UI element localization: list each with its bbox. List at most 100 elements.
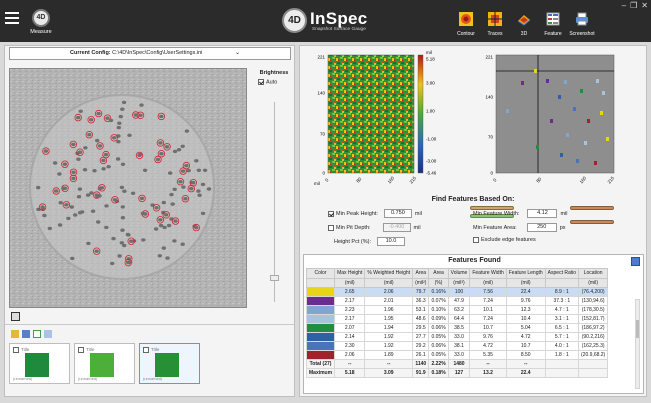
feature-location-plot[interactable]: 221 140 70 0 0 80 160 215 [476, 49, 642, 189]
detected-feature-outline[interactable] [135, 151, 144, 160]
detected-feature-outline[interactable] [87, 116, 95, 124]
detected-feature-outline[interactable] [69, 140, 77, 149]
table-row[interactable]: 2.17 1.95 48.6 0.09% 64.4 7.24 10.4 3.1 : 1 (152… [305, 314, 609, 324]
snapshot-thumbnail[interactable]: Title (unnamed) [74, 343, 135, 384]
checkbox-icon[interactable] [78, 347, 84, 353]
detected-feature-outline[interactable] [182, 161, 191, 170]
detected-feature-outline[interactable] [154, 155, 162, 164]
contour-plot[interactable]: mil 5.18 3.00 1.00 -1.00 -3.00 -5.46 221 140 70… [308, 49, 468, 189]
feature-marker[interactable] [602, 91, 605, 95]
snapshot-thumbnail-selected[interactable]: Title (unnamed) [139, 343, 200, 384]
table-row[interactable]: 2.23 1.96 53.1 0.10% 63.2 10.1 12.3 4.7 : 1 (178… [305, 305, 609, 315]
min-peak-height-checkbox[interactable] [328, 210, 334, 217]
detected-feature-outline[interactable] [76, 148, 84, 156]
feature-marker[interactable] [573, 107, 576, 111]
feature-marker[interactable] [580, 89, 583, 93]
column-header[interactable]: Max Height [334, 268, 366, 279]
feature-marker[interactable] [546, 79, 549, 83]
detected-feature-outline[interactable] [94, 109, 103, 118]
min-feature-width-input[interactable]: 4.12 [527, 209, 558, 218]
open-folder-icon[interactable] [11, 330, 19, 338]
column-header[interactable]: Feature Width [469, 268, 507, 279]
feature-marker[interactable] [566, 133, 569, 137]
feature-marker[interactable] [596, 79, 599, 83]
checkmark-icon[interactable] [33, 330, 41, 338]
feature-marker[interactable] [584, 141, 587, 145]
feature-marker[interactable] [587, 119, 590, 123]
close-icon[interactable]: ✕ [641, 1, 648, 10]
exclude-edge-checkbox[interactable] [473, 237, 479, 243]
menu-icon[interactable] [5, 12, 19, 24]
feature-marker[interactable] [606, 137, 609, 141]
detected-feature-outline[interactable] [52, 187, 60, 195]
column-header[interactable]: Feature Length [505, 268, 546, 279]
detected-feature-outline[interactable] [179, 167, 187, 175]
detected-feature-outline[interactable] [110, 134, 118, 142]
column-header[interactable]: Volume [447, 268, 471, 279]
detected-feature-outline[interactable] [102, 150, 110, 159]
detected-feature-outline[interactable] [85, 130, 93, 139]
min-feature-area-input[interactable]: 250 [526, 223, 557, 232]
brightness-slider-track[interactable] [274, 102, 275, 302]
detected-feature-outline[interactable] [62, 201, 71, 209]
detected-feature-outline[interactable] [163, 143, 171, 151]
column-header[interactable]: Area [412, 268, 430, 279]
surface-image[interactable] [9, 68, 247, 308]
config-dropdown[interactable]: Current Config: C:\4D\InSpec\Config\User… [9, 47, 291, 60]
detected-feature-outline[interactable] [181, 194, 190, 203]
column-header[interactable]: % Weighted Height [364, 268, 414, 279]
detected-feature-outline[interactable] [96, 142, 104, 150]
detected-feature-outline[interactable] [192, 223, 200, 232]
feature-button[interactable]: Feature [539, 12, 567, 42]
table-row[interactable]: 2.65 2.06 79.7 0.16% 100 7.56 22.4 8.9 : 1 (76.4… [305, 287, 609, 297]
delete-icon[interactable] [44, 330, 52, 338]
brightness-auto-checkbox[interactable]: Auto [258, 79, 293, 85]
feature-area-slider[interactable] [570, 220, 614, 224]
min-pit-depth-input[interactable]: -0.400 [382, 223, 411, 232]
pit-depth-slider[interactable] [470, 214, 514, 218]
feature-marker[interactable] [536, 145, 539, 149]
detected-feature-outline[interactable] [162, 211, 170, 219]
detected-feature-outline[interactable] [157, 149, 166, 158]
feature-marker[interactable] [534, 69, 537, 73]
detected-feature-outline[interactable] [92, 247, 101, 255]
feature-marker[interactable] [600, 111, 603, 115]
table-row[interactable]: 2.07 1.94 29.5 0.06% 38.5 10.7 5.04 6.5 : 1 (186… [305, 323, 609, 333]
detected-feature-outline[interactable] [69, 174, 78, 183]
scrollbar-thumb[interactable] [636, 320, 639, 338]
feature-marker[interactable] [521, 81, 524, 85]
detected-feature-outline[interactable] [69, 168, 78, 176]
feature-marker[interactable] [564, 80, 567, 84]
crop-icon[interactable] [11, 312, 20, 321]
save-icon[interactable] [631, 257, 640, 266]
feature-marker[interactable] [576, 159, 579, 163]
column-header[interactable]: Location [578, 268, 609, 279]
feature-marker[interactable] [558, 95, 561, 99]
brightness-slider-handle[interactable] [270, 275, 279, 281]
restore-icon[interactable]: ❐ [630, 1, 638, 10]
detected-feature-outline[interactable] [176, 177, 185, 186]
detected-feature-outline[interactable] [103, 114, 112, 122]
contour-button[interactable]: Contour [452, 12, 480, 42]
snapshot-thumbnail[interactable]: Title (unnamed) [9, 343, 70, 384]
checkbox-icon[interactable] [143, 347, 149, 353]
detected-feature-outline[interactable] [157, 112, 165, 121]
table-row[interactable]: 2.17 2.01 36.3 0.07% 47.9 7.24 9.76 37.3 : 1 (13… [305, 296, 609, 306]
detected-feature-outline[interactable] [132, 111, 140, 119]
table-row[interactable]: 2.06 1.89 26.1 0.05% 33.0 5.35 8.50 1.8 : 1 (20.… [305, 350, 609, 360]
screenshot-button[interactable]: Screenshot [568, 12, 596, 42]
min-peak-height-input[interactable]: 0.750 [383, 209, 412, 218]
detected-feature-outline[interactable] [74, 113, 82, 122]
detected-feature-outline[interactable] [171, 217, 180, 225]
detected-feature-outline[interactable] [187, 184, 195, 193]
detected-feature-outline[interactable] [61, 160, 69, 168]
height-pct-input[interactable]: 10.0 [376, 237, 405, 246]
detected-feature-outline[interactable] [42, 147, 50, 155]
save-icon[interactable] [22, 330, 30, 338]
column-header[interactable]: Area [428, 268, 449, 279]
detected-feature-outline[interactable] [156, 216, 164, 224]
detected-feature-outline[interactable] [156, 139, 165, 147]
detected-feature-outline[interactable] [127, 237, 135, 245]
feature-marker[interactable] [550, 119, 553, 123]
feature-marker[interactable] [594, 161, 597, 165]
